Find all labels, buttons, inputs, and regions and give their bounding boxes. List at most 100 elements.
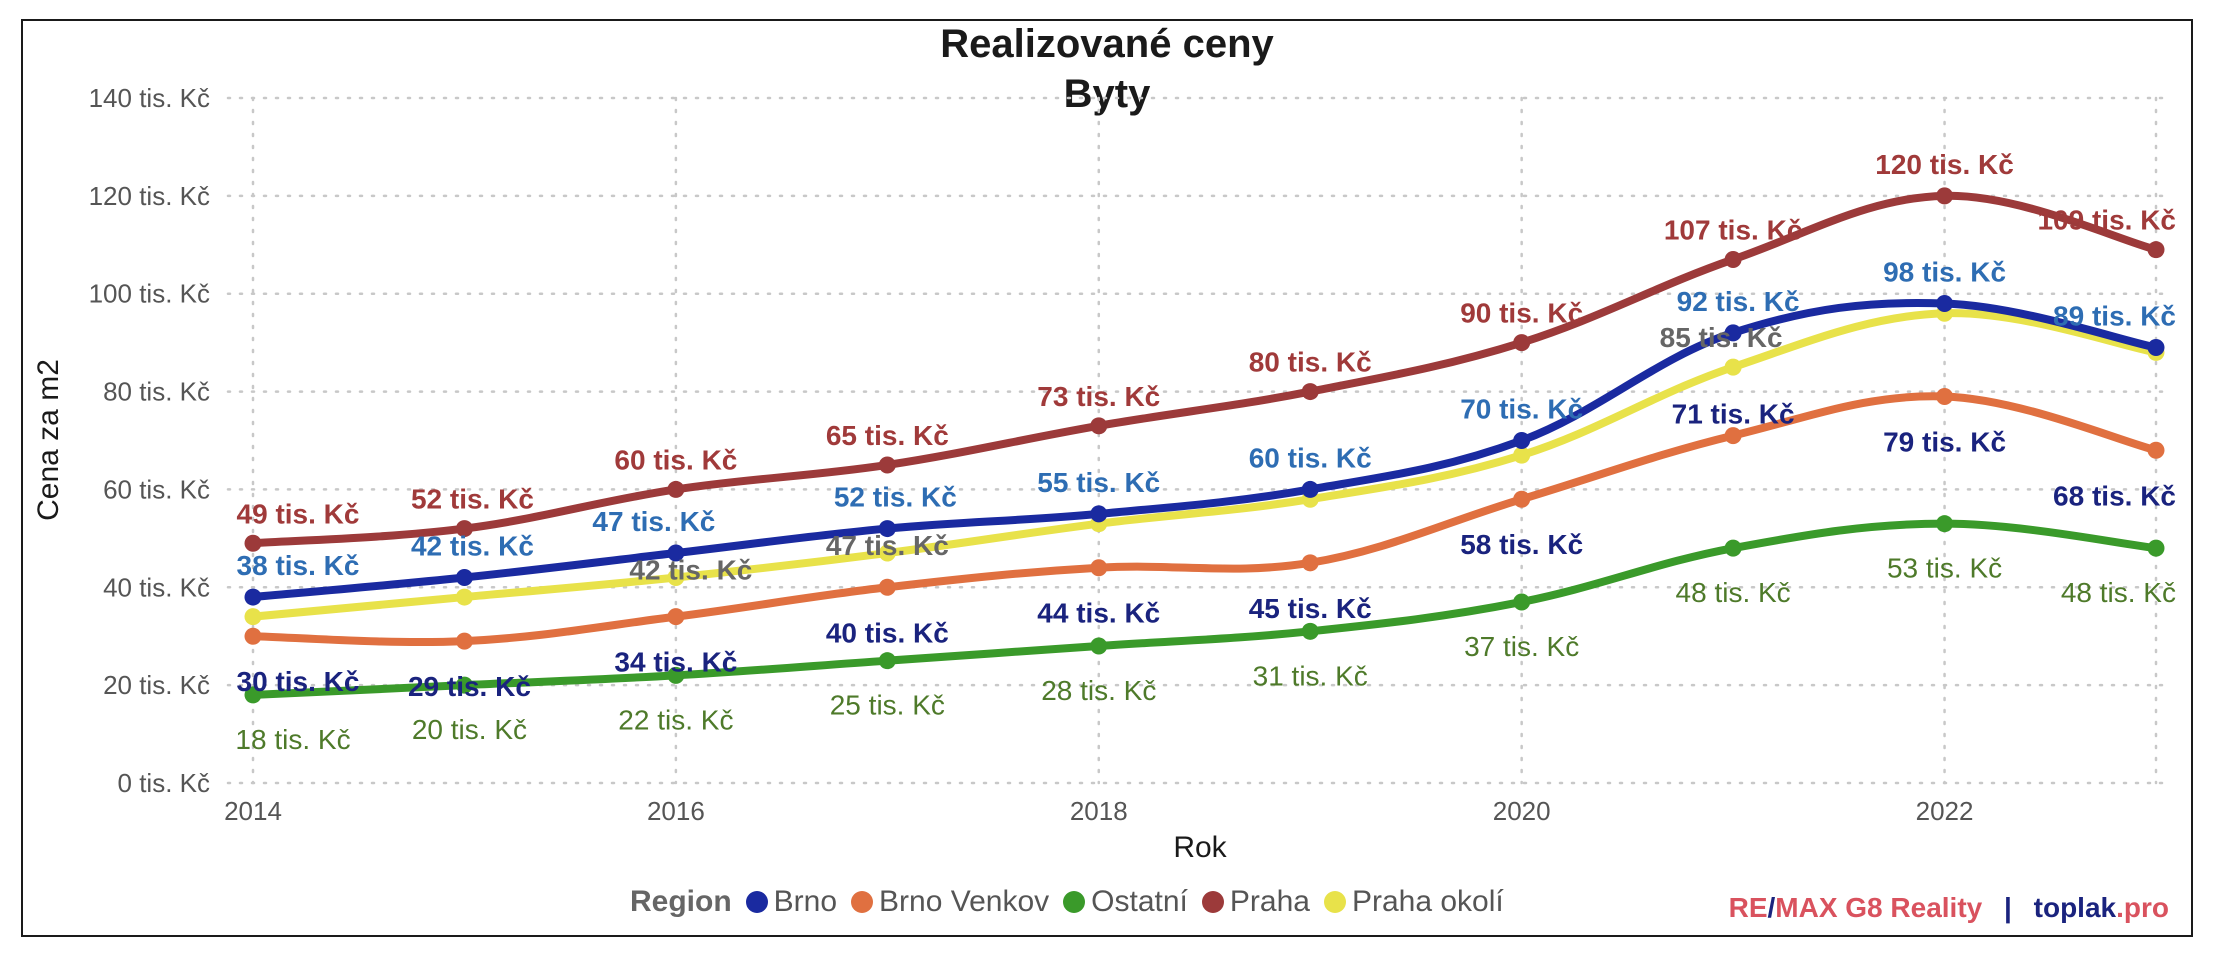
credit: RE/MAX G8 Reality | toplak.pro <box>1729 892 2169 924</box>
data-point-praha-okol- <box>1513 446 1531 464</box>
credit-slash: / <box>1767 892 1776 923</box>
y-tick-label: 0 tis. Kč <box>118 768 210 798</box>
data-label-brno-venkov: 79 tis. Kč <box>1883 426 2006 457</box>
data-point-brno-venkov <box>2147 441 2165 459</box>
axes: 0 tis. Kč 20 tis. Kč 40 tis. Kč 60 tis. Kč 8… <box>89 83 1974 826</box>
data-point-ostatn- <box>244 686 262 704</box>
data-label-brno: 89 tis. Kč <box>2053 301 2176 332</box>
legend-label: Praha okolí <box>1351 885 1504 918</box>
data-point-brno-venkov <box>1301 554 1319 572</box>
data-label-brno: 42 tis. Kč <box>411 531 534 562</box>
data-point-brno <box>455 569 473 586</box>
data-label-ostatn-: 22 tis. Kč <box>618 704 733 735</box>
credit-remax-g8: MAX G8 Reality <box>1775 892 1983 923</box>
data-point-brno-venkov <box>1513 490 1531 508</box>
x-tick-label: 2014 <box>224 796 282 826</box>
y-tick-label: 60 tis. Kč <box>103 474 210 504</box>
data-point-brno <box>2147 339 2165 357</box>
legend-item-praha-okol-: Praha okolí <box>1323 885 1504 919</box>
data-label-ostatn-: 53 tis. Kč <box>1887 553 2002 584</box>
legend-item-brno: Brno <box>745 885 838 919</box>
data-point-brno <box>1090 505 1108 523</box>
data-point-brno <box>1936 295 1954 312</box>
data-point-praha <box>667 480 685 498</box>
data-label-brno-venkov: 68 tis. Kč <box>2053 480 2176 511</box>
y-axis-title: Cena za m2 <box>32 359 65 521</box>
data-label-praha: 65 tis. Kč <box>826 420 949 451</box>
legend-item-ostatn-: Ostatní <box>1063 885 1188 919</box>
x-tick-label: 2016 <box>647 796 705 826</box>
data-label-brno-venkov: 58 tis. Kč <box>1460 529 1583 560</box>
data-point-praha-okol- <box>1724 358 1742 376</box>
data-label-praha: 120 tis. Kč <box>1875 149 2014 180</box>
y-tick-label: 100 tis. Kč <box>89 279 210 309</box>
data-label-ostatn-: 48 tis. Kč <box>1676 577 1791 608</box>
data-point-praha <box>455 520 473 538</box>
data-point-brno <box>1724 324 1742 342</box>
data-point-praha <box>1936 187 1954 205</box>
data-label-praha: 109 tis. Kč <box>2037 205 2176 236</box>
data-label-brno-venkov: 45 tis. Kč <box>1249 593 1372 624</box>
data-label-brno: 38 tis. Kč <box>237 550 360 581</box>
data-label-ostatn-: 37 tis. Kč <box>1464 631 1579 662</box>
legend-marker <box>1323 891 1346 913</box>
data-point-ostatn- <box>2147 539 2165 557</box>
data-label-brno: 52 tis. Kč <box>834 482 957 513</box>
data-point-ostatn- <box>1301 622 1319 640</box>
data-label-brno-venkov: 71 tis. Kč <box>1672 399 1795 430</box>
data-label-ostatn-: 18 tis. Kč <box>235 724 350 755</box>
data-label-brno: 98 tis. Kč <box>1883 257 2006 288</box>
data-label-brno: 92 tis. Kč <box>1677 286 1800 317</box>
data-point-brno <box>1513 432 1531 449</box>
data-point-brno <box>1301 480 1319 498</box>
series-points <box>244 187 2165 704</box>
data-point-ostatn- <box>1090 637 1108 655</box>
x-tick-label: 2018 <box>1070 796 1128 826</box>
data-label-praha-okol-: 47 tis. Kč <box>826 530 949 561</box>
data-point-brno <box>244 588 262 606</box>
credit-pro: .pro <box>2116 892 2169 923</box>
data-label-praha: 60 tis. Kč <box>614 444 737 475</box>
data-point-brno-venkov <box>1724 427 1742 445</box>
data-label-ostatn-: 25 tis. Kč <box>830 690 945 721</box>
data-label-praha: 80 tis. Kč <box>1249 347 1372 378</box>
y-tick-label: 120 tis. Kč <box>89 181 210 211</box>
chart-subtitle: Byty <box>1063 72 1151 116</box>
data-label-brno-venkov: 30 tis. Kč <box>237 666 360 697</box>
data-point-brno-venkov <box>1936 387 1954 405</box>
legend-item-praha: Praha <box>1201 885 1310 919</box>
data-label-praha: 52 tis. Kč <box>411 484 534 515</box>
data-label-ostatn-: 20 tis. Kč <box>412 714 527 745</box>
legend-title: Region <box>630 885 732 918</box>
legend-item-brno-venkov: Brno Venkov <box>851 885 1049 919</box>
data-label-brno: 47 tis. Kč <box>592 506 715 537</box>
data-point-praha-okol- <box>667 569 685 586</box>
data-point-brno <box>667 544 685 562</box>
legend: Region Brno Brno Venkov Ostatní Praha Praha … <box>630 882 1518 922</box>
y-tick-label: 140 tis. Kč <box>89 83 210 113</box>
data-point-ostatn- <box>1724 539 1742 557</box>
data-label-brno-venkov: 34 tis. Kč <box>614 647 737 678</box>
data-point-brno-venkov <box>878 578 896 596</box>
x-tick-label: 2020 <box>1493 796 1551 826</box>
data-label-ostatn-: 31 tis. Kč <box>1253 660 1368 691</box>
chart-frame <box>21 19 2193 937</box>
series-line-praha-okol- <box>249 309 2160 621</box>
x-tick-label: 2022 <box>1916 796 1974 826</box>
data-point-praha <box>2147 241 2165 259</box>
data-label-praha: 73 tis. Kč <box>1037 381 1160 412</box>
chart-title: Realizované ceny <box>940 22 1274 66</box>
data-point-ostatn- <box>455 676 473 694</box>
legend-label: Brno <box>773 885 838 918</box>
data-label-brno-venkov: 44 tis. Kč <box>1037 598 1160 629</box>
data-point-brno-venkov <box>244 627 262 645</box>
data-point-ostatn- <box>1936 515 1954 533</box>
data-label-brno-venkov: 29 tis. Kč <box>408 671 531 702</box>
data-point-praha <box>1301 383 1319 401</box>
data-point-praha <box>878 456 896 474</box>
data-point-brno-venkov <box>1090 559 1108 577</box>
y-tick-label: 40 tis. Kč <box>103 572 210 602</box>
data-point-praha <box>244 534 262 552</box>
data-point-praha <box>1513 334 1531 352</box>
